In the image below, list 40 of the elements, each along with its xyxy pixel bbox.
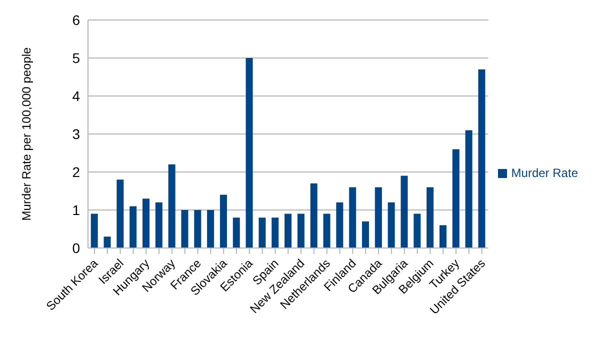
bar <box>362 221 370 248</box>
y-tick-label: 6 <box>72 12 80 28</box>
y-tick-label: 1 <box>72 202 80 218</box>
bar <box>272 218 279 248</box>
bar <box>232 218 240 248</box>
bar <box>284 214 292 248</box>
bar <box>439 225 446 248</box>
bar <box>400 176 408 248</box>
y-axis-title: Murder Rate per 100,000 people <box>19 46 34 221</box>
bar <box>478 69 486 248</box>
bar <box>104 236 111 248</box>
bar <box>297 214 304 248</box>
bar <box>90 214 98 248</box>
bar <box>310 183 318 248</box>
bar <box>155 202 162 248</box>
bar <box>181 210 188 248</box>
bar <box>414 214 421 248</box>
bar <box>452 149 460 248</box>
bar <box>465 130 472 248</box>
y-tick-label: 0 <box>72 240 80 256</box>
bar <box>142 198 150 248</box>
bar <box>426 187 434 248</box>
bar <box>220 194 227 248</box>
bar <box>336 202 344 248</box>
y-tick-label: 5 <box>72 50 80 66</box>
bar <box>246 58 253 248</box>
bar <box>374 187 382 248</box>
y-tick-label: 2 <box>72 164 80 180</box>
bar <box>116 180 124 248</box>
y-tick-label: 3 <box>72 126 80 142</box>
bar <box>349 187 356 248</box>
bar <box>207 210 214 248</box>
legend-label: Murder Rate <box>511 166 578 180</box>
bar <box>130 206 137 248</box>
bar <box>194 210 202 248</box>
bar <box>388 202 395 248</box>
bar <box>168 164 176 248</box>
bar <box>323 214 330 248</box>
y-tick-label: 4 <box>72 88 80 104</box>
bar <box>258 218 266 248</box>
